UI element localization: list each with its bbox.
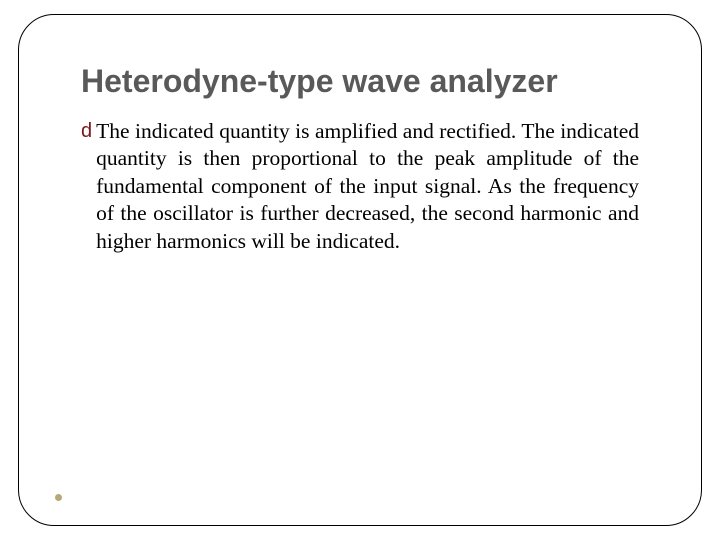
slide-frame: Heterodyne-type wave analyzer d The indi… (18, 14, 702, 526)
slide-body-text: The indicated quantity is amplified and … (96, 118, 639, 256)
bullet-icon: d (81, 118, 92, 144)
bullet-item: d The indicated quantity is amplified an… (81, 118, 639, 256)
page-indicator-dot (55, 494, 62, 501)
slide-title: Heterodyne-type wave analyzer (81, 63, 639, 100)
